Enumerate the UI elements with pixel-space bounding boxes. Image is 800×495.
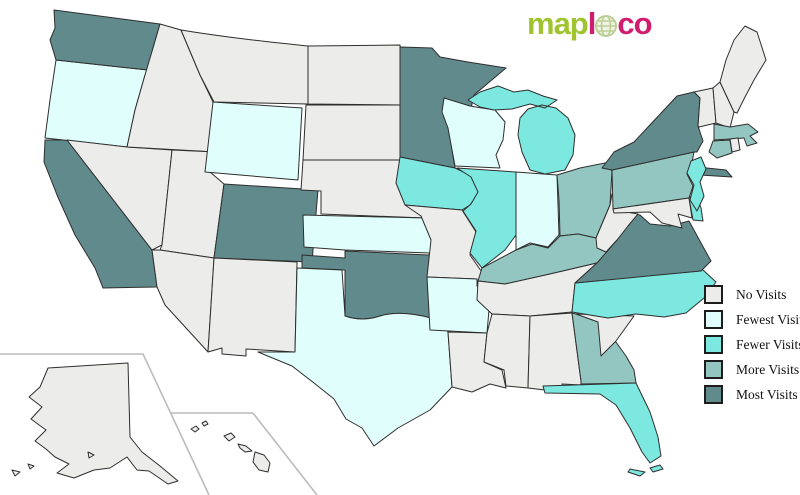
state-wi [441,97,506,169]
legend-swatch-no-visits [704,285,723,304]
state-wy [204,101,303,181]
legend-label-no-visits: No Visits [736,286,787,302]
state-az [151,249,215,353]
legend-row-no-visits: No Visits [704,285,800,304]
state-nh [712,81,735,129]
globe-icon [595,15,618,37]
state-in [515,171,560,251]
legend-label-fewer-visits: Fewer Visits [736,336,800,352]
logo-text-map: map [527,6,589,41]
state-wa [49,9,161,71]
state-tx [257,267,453,447]
state-nd [307,44,403,106]
state-me [719,25,767,114]
state-ma [713,123,759,147]
alaska-inset-border [0,353,210,495]
legend-row-more-visits: More Visits [704,360,800,379]
legend-row-fewer-visits: Fewer Visits [704,335,800,354]
state-co [213,183,319,263]
legend-swatch-most-visits [704,385,723,404]
legend-label-more-visits: More Visits [736,361,800,377]
state-sd [302,104,409,161]
maploco-logo[interactable]: map l co [527,6,653,42]
legend-swatch-fewer-visits [704,335,723,354]
legend-row-fewest-visits: Fewest Visits [704,310,800,329]
legend-row-most-visits: Most Visits [704,385,800,404]
state-nc [571,269,717,319]
legend-label-fewest-visits: Fewest Visits [736,311,800,327]
legend-swatch-fewest-visits [704,310,723,329]
state-wv [595,193,639,253]
state-nm [207,257,298,357]
state-ct [708,139,733,159]
state-fl [542,382,664,477]
state-mi [467,85,576,175]
map-legend: No Visits Fewest Visits Fewer Visits Mor… [704,285,800,411]
legend-label-most-visits: Most Visits [736,386,798,402]
hawaii-inset-border [171,412,318,495]
state-va [574,211,712,284]
state-hi [190,420,271,473]
state-ak [11,362,179,485]
logo-text-co: co [617,6,652,41]
legend-swatch-more-visits [704,360,723,379]
state-ks [302,214,434,254]
state-nj [686,156,707,212]
state-al [527,312,582,393]
logo-text-l: l [587,6,597,41]
